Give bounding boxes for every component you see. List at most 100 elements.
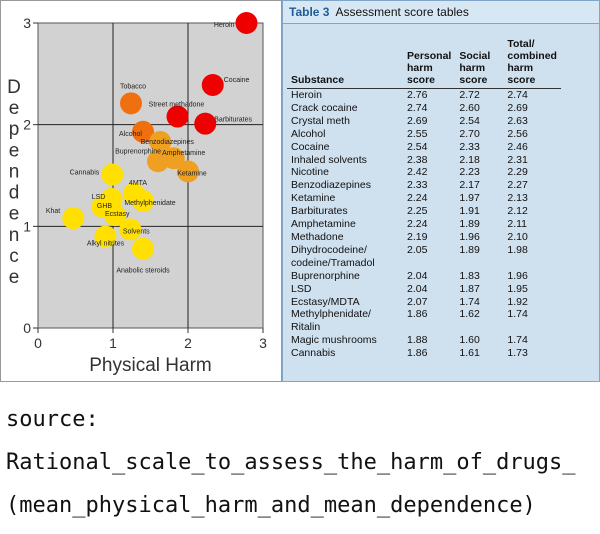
source-line-1: Rational_scale_to_assess_the_harm_of_dru… [6,450,576,475]
personal-harm-cell: 2.38 [407,153,428,166]
y-axis-label-letter: d [9,183,20,204]
social-harm-cell: 1.61 [459,347,480,360]
total-harm-cell: 2.46 [507,140,528,153]
substance-cell: Crystal meth [287,115,403,128]
social-harm-cell: 2.70 [459,127,480,140]
data-point [235,12,258,34]
substance-cell: Ketamine [287,192,403,205]
total-harm-cell: 2.27 [507,179,528,192]
y-axis-label-letter: e [9,204,20,225]
substance-name-line: Crystal meth [291,114,350,127]
data-point-label: Alcohol [119,131,142,138]
table-caption-text: Assessment score tables [335,5,469,19]
total-harm-cell: 1.74 [507,334,528,347]
data-point-label: Methylphenidate [124,200,175,207]
personal-harm-cell: 2.24 [407,218,428,231]
table-row: LSD 2.04 1.87 1.95 [287,283,561,296]
total-harm-cell: 2.13 [507,192,528,205]
data-point [120,92,142,115]
substance-name-line: codeine/Tramadol [291,256,375,269]
y-axis-label-letter: p [9,119,20,140]
column-header-line: Total/ [507,38,535,50]
substance-cell: Alcohol [287,128,403,141]
social-harm-cell: 1.96 [459,230,480,243]
table-row: Cocaine 2.54 2.33 2.46 [287,141,561,154]
table-row: Crack cocaine 2.74 2.60 2.69 [287,102,561,115]
source-label: source: [6,407,99,432]
data-point [119,218,142,241]
table-row: Ecstasy/MDTA 2.07 1.74 1.92 [287,296,561,309]
table-row: Barbiturates 2.25 1.91 2.12 [287,205,561,218]
substance-cell: Inhaled solvents [287,154,403,167]
source-line-2: (mean_physical_harm_and_mean_dependence) [6,493,536,518]
table-row: Alcohol 2.55 2.70 2.56 [287,128,561,141]
data-point [177,160,199,183]
data-point-label: Cocaine [224,77,250,84]
personal-harm-cell: 2.33 [407,179,428,192]
data-point-label: Buprenorphine [115,148,161,155]
table-row: Crystal meth 2.69 2.54 2.63 [287,115,561,128]
total-harm-cell: 1.74 [507,308,528,321]
social-harm-cell: 2.18 [459,153,480,166]
column-header: Total/combined harm score [503,24,561,89]
table-caption: Table 3 Assessment score tables [283,1,599,24]
data-point-label: Ketamine [177,170,207,177]
x-axis-label: Physical Harm [89,355,211,376]
data-point [62,207,85,230]
substance-cell: Dihydrocodeine/codeine/Tramadol [287,244,403,270]
y-tick-label: 0 [23,320,31,336]
substance-name-line: Methylphenidate/ [291,308,371,321]
substance-cell: Benzodiazepines [287,179,403,192]
total-harm-cell: 1.92 [507,295,528,308]
substance-name-line: Ecstasy/MDTA [291,295,360,308]
data-point [132,237,154,260]
substance-cell: Methylphenidate/Ritalin [287,308,403,334]
table-row: Inhaled solvents 2.38 2.18 2.31 [287,154,561,167]
data-point-label: GHB [97,203,113,210]
table-row: Benzodiazepines 2.33 2.17 2.27 [287,179,561,192]
substance-cell: Heroin [287,89,403,102]
table-row: Magic mushrooms 1.88 1.60 1.74 [287,334,561,347]
social-harm-cell: 1.89 [459,243,480,256]
data-point [94,225,117,248]
table-header-row: Substance Personal harm score Social harm scor… [287,24,561,89]
data-point [132,120,154,143]
social-harm-cell: 1.89 [459,218,480,231]
substance-name-line: LSD [291,282,312,295]
personal-harm-cell: 2.05 [407,243,428,256]
data-point-label: LSD [92,194,106,201]
x-tick-label: 2 [184,335,192,351]
substance-cell: LSD [287,283,403,296]
substance-name-line: Barbiturates [291,205,348,218]
data-point-label: Street methadone [149,102,205,109]
social-harm-cell: 1.97 [459,192,480,205]
data-point-label: Cannabis [70,169,100,176]
table-row: Cannabis 1.86 1.61 1.73 [287,347,561,360]
y-axis-label-letter: e [9,267,20,288]
social-harm-cell: 1.60 [459,334,480,347]
personal-harm-cell: 2.04 [407,282,428,295]
substance-cell: Amphetamine [287,218,403,231]
total-harm-cell: 2.56 [507,127,528,140]
personal-harm-cell: 2.24 [407,192,428,205]
substance-name-line: Dihydrocodeine/ [291,243,367,256]
data-point [149,130,172,153]
substance-name-line: Cannabis [291,347,336,360]
data-point-label: Benzodiazepines [141,139,195,146]
social-harm-cell: 1.74 [459,295,480,308]
x-tick-label: 3 [259,335,267,351]
y-axis-label-letter: e [9,140,20,161]
data-point-label: Khat [46,208,60,215]
column-header-line: harm [407,62,433,74]
substance-name-line: Ritalin [291,321,321,334]
data-point-label: Alkyl nitrites [87,241,125,248]
total-harm-cell: 1.98 [507,243,528,256]
total-harm-cell: 2.31 [507,153,528,166]
total-harm-cell: 1.95 [507,282,528,295]
total-harm-cell: 1.96 [507,269,528,282]
total-harm-cell: 2.74 [507,89,528,101]
table-body: Heroin 2.76 2.72 2.74 Crack cocaine 2.74 2.60 2… [287,89,561,361]
substance-cell: Ecstasy/MDTA [287,296,403,309]
total-harm-cell: 2.63 [507,114,528,127]
